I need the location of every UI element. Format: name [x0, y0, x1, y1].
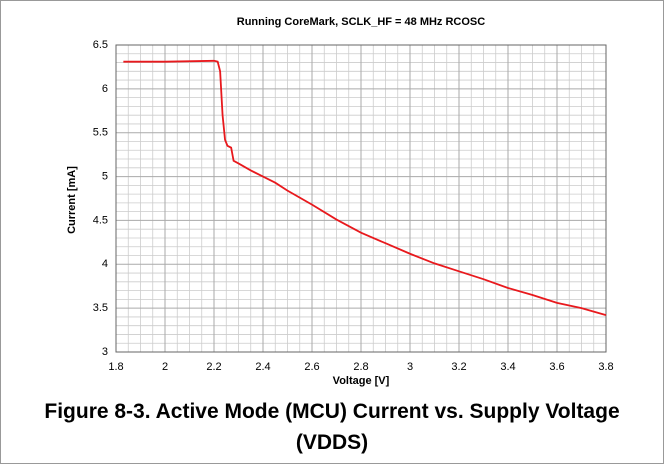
y-tick-label: 4	[102, 258, 108, 270]
y-tick-label: 6	[102, 83, 108, 95]
y-tick-label: 4.5	[93, 214, 108, 226]
y-tick-label: 3.5	[93, 302, 108, 314]
y-tick-label: 6.5	[93, 39, 108, 51]
chart-title: Running CoreMark, SCLK_HF = 48 MHz RCOSC	[237, 16, 486, 28]
x-tick-label: 3.8	[598, 361, 613, 373]
x-tick-label: 3.2	[451, 361, 466, 373]
x-tick-label: 2	[162, 361, 168, 373]
y-axis-label: Current [mA]	[66, 166, 78, 234]
plot-border	[115, 44, 607, 353]
x-axis-label: Voltage [V]	[333, 375, 390, 387]
x-tick-label: 1.8	[108, 361, 123, 373]
x-tick-label: 2.6	[304, 361, 319, 373]
x-tick-label: 3.6	[549, 361, 564, 373]
x-tick-label: 3	[407, 361, 413, 373]
figure-caption: Figure 8-3. Active Mode (MCU) Current vs…	[44, 400, 620, 454]
x-tick-label: 2.2	[206, 361, 221, 373]
y-tick-label: 5.5	[93, 127, 108, 139]
data-line	[123, 59, 607, 317]
x-tick-label: 2.8	[353, 361, 368, 373]
x-tick-label: 2.4	[255, 361, 270, 373]
y-tick-label: 3	[102, 346, 108, 358]
x-tick-label: 3.4	[500, 361, 515, 373]
y-tick-label: 5	[102, 170, 108, 182]
